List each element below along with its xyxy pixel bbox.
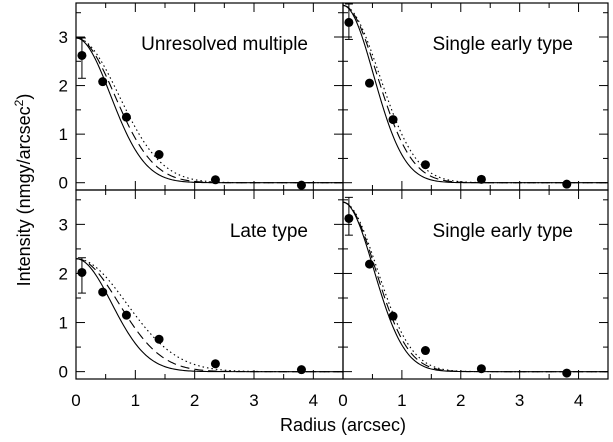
y-tick-label: 0 [59, 174, 68, 193]
panel-3: Late type 0 1 2 3 0 1 2 3 4 [59, 189, 344, 410]
y-axis-title: Intensity (nmgy/arcsec2) [12, 94, 34, 287]
data-point [121, 112, 131, 122]
panel-1: Unresolved multiple 0 1 2 3 [59, 2, 344, 193]
model-curve-dotted [342, 201, 608, 373]
x-tick-label: 0 [71, 391, 80, 410]
data-point [365, 259, 374, 269]
panel-4: Single early type 0 1 2 3 4 [338, 189, 609, 410]
x-tick-label: 4 [309, 391, 318, 410]
x-tick-label: 4 [574, 391, 583, 410]
data-point [388, 311, 398, 321]
data-point [98, 287, 108, 297]
panel-label: Single early type [433, 34, 573, 55]
panel-label: Late type [230, 221, 308, 242]
data-point [210, 359, 220, 369]
x-tick-label: 3 [515, 391, 524, 410]
panel-frame [75, 189, 344, 380]
data-point [77, 267, 87, 277]
y-axis-title-close: ) [14, 94, 34, 100]
data-point [420, 160, 430, 170]
panel-frame [75, 2, 344, 191]
data-point [98, 77, 108, 87]
y-axis-title-sup: 2 [12, 99, 26, 106]
y-axis-title-main: Intensity (nmgy/arcsec [14, 106, 34, 286]
x-tick-label: 1 [397, 391, 406, 410]
panel-2: Single early type [342, 2, 609, 191]
y-tick-label: 1 [59, 125, 68, 144]
data-point [154, 150, 164, 160]
model-curve-dotted [75, 37, 343, 184]
model-curve-dotted [342, 4, 608, 184]
data-point [344, 17, 354, 27]
model-curve-dashed [342, 4, 608, 184]
data-point [420, 346, 430, 356]
x-tick-label: 2 [190, 391, 199, 410]
data-point [476, 174, 486, 184]
y-tick-label: 0 [59, 363, 68, 382]
x-tick-label: 1 [131, 391, 140, 410]
model-curve-solid [75, 258, 343, 373]
y-tick-label: 3 [59, 215, 68, 234]
data-point [562, 368, 572, 378]
data-point [562, 179, 572, 189]
y-tick-label: 2 [59, 264, 68, 283]
data-point [344, 213, 354, 223]
y-tick-label: 1 [59, 314, 68, 333]
panel-frame [342, 189, 609, 380]
panel-label: Unresolved multiple [141, 34, 308, 55]
data-point [77, 50, 87, 60]
x-tick-label: 2 [456, 391, 465, 410]
model-curve-solid [75, 37, 343, 184]
x-tick-label: 3 [249, 391, 258, 410]
data-point [210, 175, 220, 185]
data-point [154, 334, 164, 344]
y-tick-label: 2 [59, 77, 68, 96]
y-tick-label: 3 [59, 28, 68, 47]
panel-label: Single early type [433, 221, 573, 242]
model-curve-dashed [75, 258, 343, 373]
panel-frame [342, 2, 609, 191]
data-point [296, 365, 306, 375]
data-point [121, 310, 131, 320]
data-point [296, 180, 306, 190]
data-point [476, 364, 486, 374]
model-curve-dotted [75, 258, 343, 373]
data-point [365, 78, 374, 88]
x-tick-label: 0 [338, 391, 347, 410]
data-point [388, 115, 398, 125]
x-axis-title: Radius (arcsec) [280, 415, 406, 435]
